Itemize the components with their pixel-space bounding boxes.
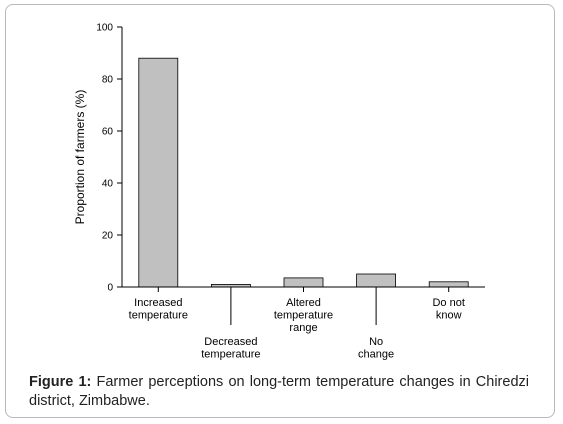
y-tick-label: 20 bbox=[102, 231, 114, 242]
y-tick-label: 80 bbox=[102, 75, 114, 86]
y-tick-label: 0 bbox=[107, 283, 113, 294]
x-tick-label: Increased bbox=[134, 297, 182, 309]
x-tick-label: temperature bbox=[274, 310, 333, 322]
figure-frame bbox=[5, 4, 555, 418]
x-tick-label: Altered bbox=[286, 297, 321, 309]
x-tick-label: change bbox=[358, 349, 394, 361]
x-tick-label: know bbox=[436, 310, 462, 322]
bar bbox=[356, 273, 397, 288]
y-tick-label: 100 bbox=[96, 23, 113, 34]
x-tick-label: Do not bbox=[432, 297, 464, 309]
x-tick-label: temperature bbox=[129, 310, 188, 322]
y-axis-label: Proportion of farmers (%) bbox=[73, 90, 87, 225]
y-tick-label: 40 bbox=[102, 179, 114, 190]
y-tick-label: 60 bbox=[102, 127, 114, 138]
x-tick-label: temperature bbox=[201, 349, 260, 361]
x-tick-label: No bbox=[369, 336, 383, 348]
caption-text: Farmer perceptions on long-term temperat… bbox=[29, 374, 529, 409]
x-tick-label: Decreased bbox=[204, 336, 257, 348]
bar bbox=[138, 57, 179, 288]
bar bbox=[428, 281, 469, 288]
bar bbox=[283, 277, 324, 288]
caption-label: Figure 1: bbox=[29, 374, 92, 390]
x-tick-label: range bbox=[289, 322, 317, 334]
x-axis: IncreasedtemperatureDecreasedtemperature… bbox=[122, 286, 485, 361]
figure-caption: Figure 1: Farmer perceptions on long-ter… bbox=[29, 373, 529, 411]
bars bbox=[138, 57, 469, 288]
y-axis: 0 20 40 60 80 100 bbox=[96, 23, 123, 294]
